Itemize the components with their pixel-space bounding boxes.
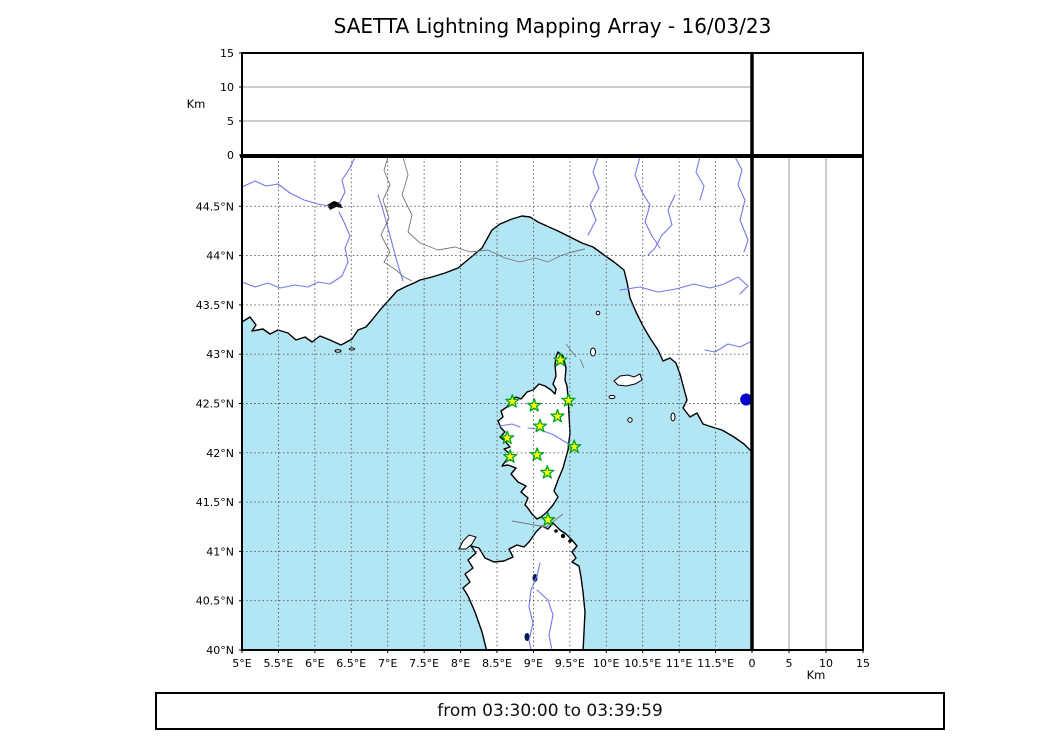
altitude-tick-label: 0	[227, 149, 234, 162]
altitude-tick-label: 10	[220, 81, 234, 94]
altitude-tick-label: 15	[220, 47, 234, 60]
gorgona-island	[595, 310, 601, 316]
altitude-tick-label: 15	[856, 657, 870, 670]
longitude-tick-label: 11.5°E	[697, 657, 734, 670]
maddalena-islet	[554, 529, 558, 533]
capraia-island	[590, 347, 596, 357]
longitude-tick-label: 6.5°E	[336, 657, 366, 670]
latitude-tick-label: 41°N	[206, 545, 234, 558]
map-gridlines	[242, 157, 752, 650]
longitude-tick-label: 8.5°E	[482, 657, 512, 670]
time-range-box: from 03:30:00 to 03:39:59	[155, 692, 945, 730]
altitude-longitude-panel-grid	[242, 86, 752, 122]
giglio-island	[670, 412, 676, 422]
admin-borders-layer	[380, 157, 586, 528]
axis-labels: 0 0 5 5 10 10 15 15 5°E 5.5°E 6°E 6.5°E 7°E 7.5°E 8°E 8…	[187, 47, 870, 682]
pianosa-island	[608, 394, 616, 400]
altitude-latitude-panel-grid	[788, 157, 827, 650]
latitude-tick-label: 40°N	[206, 644, 234, 657]
lightning-sources-layer	[740, 393, 752, 406]
lma-station-star	[527, 398, 542, 412]
altitude-longitude-panel-frame	[241, 52, 753, 156]
rivers-layer	[242, 157, 752, 650]
longitude-tick-label: 7.5°E	[409, 657, 439, 670]
latitude-tick-label: 44°N	[206, 250, 234, 263]
longitude-tick-label: 10.5°E	[624, 657, 661, 670]
latitude-tick-label: 42°N	[206, 447, 234, 460]
longitude-tick-label: 8°E	[451, 657, 470, 670]
lma-station-star	[500, 430, 515, 445]
lma-station-star	[540, 512, 556, 526]
longitude-tick-label: 7°E	[378, 657, 397, 670]
maddalena-islet-3	[568, 539, 572, 543]
altitude-tick-label: 10	[819, 657, 833, 670]
lma-station-star	[532, 418, 548, 433]
latitude-tick-label: 41.5°N	[196, 496, 234, 509]
lma-station-star	[567, 439, 582, 454]
longitude-tick-label: 11°E	[666, 657, 692, 670]
lma-station-star	[550, 408, 565, 423]
figure-title: SAETTA Lightning Mapping Array - 16/03/2…	[333, 14, 772, 38]
coastline-mainland	[242, 157, 752, 453]
longitude-tick-label: 6°E	[305, 657, 324, 670]
altitude-tick-label: 0	[749, 657, 756, 670]
maddalena-islet-2	[560, 533, 566, 539]
latitude-tick-label: 40.5°N	[196, 595, 234, 608]
axis-ticks	[239, 52, 864, 653]
longitude-tick-label: 9.5°E	[555, 657, 585, 670]
lma-station-star	[540, 465, 555, 479]
longitude-tick-label: 5°E	[232, 657, 251, 670]
km-axis-label: Km	[807, 668, 826, 682]
hyeres-islet-2	[349, 347, 355, 351]
longitude-tick-label: 5.5°E	[263, 657, 293, 670]
lma-station-star	[561, 393, 576, 407]
elba-island	[613, 373, 643, 387]
latitude-tick-label: 43.5°N	[196, 299, 234, 312]
asinara-island	[458, 534, 477, 550]
altitude-tick-label: 5	[786, 657, 793, 670]
map-panel	[242, 157, 752, 650]
lma-station-star	[502, 449, 518, 463]
lma-station-star	[505, 394, 520, 408]
longitude-tick-label: 10°E	[593, 657, 619, 670]
coastline-sardinia	[462, 522, 586, 650]
altitude-tick-label: 5	[227, 115, 234, 128]
station-markers-layer	[500, 352, 582, 526]
lma-station-star	[529, 447, 545, 461]
sardinia-lake-2	[524, 633, 530, 641]
coastline-corsica	[497, 351, 571, 520]
hyeres-islet	[334, 349, 342, 353]
corner-panel-frame	[751, 52, 864, 156]
lma-station-star	[553, 352, 568, 367]
montecristo-island	[627, 417, 633, 423]
longitude-tick-label: 9°E	[524, 657, 543, 670]
lightning-source-dot	[740, 393, 752, 406]
latitude-tick-label: 42.5°N	[196, 398, 234, 411]
time-range-text: from 03:30:00 to 03:39:59	[437, 701, 663, 721]
latitude-tick-label: 43°N	[206, 348, 234, 361]
km-axis-label: Km	[187, 97, 206, 111]
latitude-tick-label: 44.5°N	[196, 200, 234, 213]
altitude-latitude-panel-frame	[751, 156, 864, 651]
